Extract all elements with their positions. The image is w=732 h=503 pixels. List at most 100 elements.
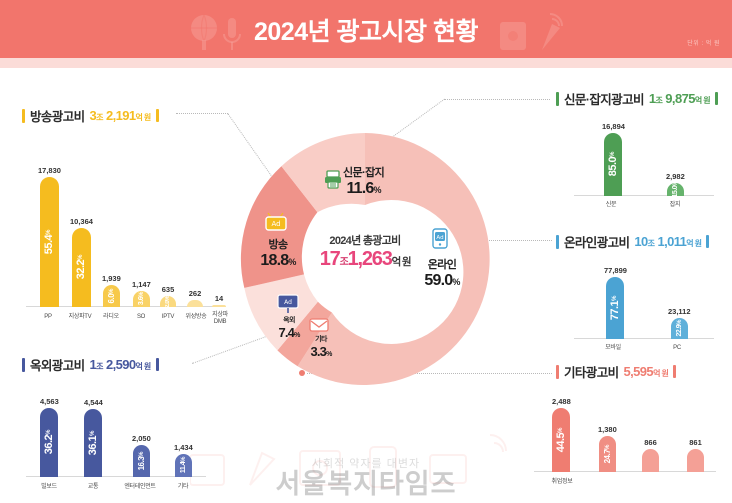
segment-percent: 18.8% xyxy=(260,252,296,269)
category-label: 잡지 xyxy=(669,202,681,209)
value-eok-number: 1,011 xyxy=(657,234,687,249)
donut-label-online: 온라인 59.0% xyxy=(414,256,470,290)
bar-rect: 16.3% xyxy=(132,445,150,477)
category-label: IPTV xyxy=(161,314,175,321)
value-eok-number: 2,590 xyxy=(105,357,136,372)
section-title-online: 온라인광고비 xyxy=(564,236,630,250)
bar-value-label: 2,488 xyxy=(552,397,571,406)
bar-rect: 3.6% xyxy=(132,291,150,307)
unit-note: 단위 : 억 원 xyxy=(687,41,720,47)
bar-percent-label: 2.0% xyxy=(165,295,171,308)
watermark-subtitle: 사회적 약자를 대변자 xyxy=(311,458,421,470)
section-value-etc: 5,595억 원 xyxy=(624,364,669,379)
category-label: 지상파TV xyxy=(68,314,92,321)
connector-line-broadcast xyxy=(176,113,228,114)
section-header-online: 온라인광고비 10조 1,011억 원 xyxy=(556,232,710,251)
value-jo-unit: 조 xyxy=(96,113,103,122)
category-label: 엔터테인먼트 xyxy=(124,484,156,491)
segment-name: 신문·잡지 xyxy=(343,167,385,179)
section-title-press: 신문·잡지광고비 xyxy=(564,93,644,107)
segment-name: 옥외 xyxy=(283,317,295,324)
section-end-tick xyxy=(155,358,159,371)
donut-center-caption: 2024년 총광고비 xyxy=(329,235,401,247)
printer-icon xyxy=(323,169,343,189)
donut-label-press: 신문·잡지 11.6% xyxy=(343,164,385,198)
bar-column: 23,112 22.9% xyxy=(668,307,691,339)
bar-rect: 85.0% xyxy=(604,133,623,196)
bar-percent-label: 36.2% xyxy=(43,430,56,455)
bar-column: 2,982 15.0% xyxy=(666,172,685,198)
svg-text:Ad: Ad xyxy=(271,220,280,228)
segment-name: 방송 xyxy=(268,239,288,251)
donut-segment-online xyxy=(297,133,490,385)
bar-rect: 44.5% xyxy=(552,408,571,472)
chart-etc: 2,488 44.5% 1,380 24.7% 866 861 취업정보 xyxy=(530,385,720,490)
donut-segment-etc xyxy=(277,301,332,367)
value-eok-unit: 억 원 xyxy=(686,239,702,248)
chart-broadcast: 17,830 55.4% 10,364 32.2% 1,939 6.0% 1,1… xyxy=(22,145,228,325)
bar-rect: 6.0% xyxy=(102,285,120,307)
donut-segment-press xyxy=(281,133,365,213)
category-label: 모바일 xyxy=(605,345,621,352)
bar-percent-label: 44.5% xyxy=(555,427,568,453)
bar-value-label: 10,364 xyxy=(70,217,93,226)
section-end-tick xyxy=(673,365,677,378)
segment-percent: 11.6% xyxy=(346,180,381,197)
category-label: 위성방송 xyxy=(185,314,207,321)
billboard-icon: Ad xyxy=(277,294,299,314)
category-label: 신문 xyxy=(605,202,617,209)
section-header-outdoor: 옥외광고비 1조 2,590억 원 xyxy=(22,355,159,374)
section-header-broadcast: 방송광고비 3조 2,191억 원 xyxy=(22,106,159,125)
watermark-title: 서울복지타임즈 xyxy=(275,469,457,499)
bar-value-label: 23,112 xyxy=(668,307,691,316)
bar-percent-label: 85.0% xyxy=(607,152,620,177)
section-value-online: 10조 1,011억 원 xyxy=(634,234,702,249)
bar-value-label: 1,939 xyxy=(102,274,121,283)
svg-text:Ad: Ad xyxy=(284,299,292,306)
bar-rect: 36.1% xyxy=(84,409,103,477)
section-title-etc: 기타광고비 xyxy=(564,366,619,380)
donut-center-text: 2024년 총광고비 17조1,263억 원 xyxy=(299,232,431,271)
background-icons-decoration xyxy=(189,425,540,503)
category-label: 취업정보 xyxy=(551,479,573,486)
connector-line-press xyxy=(444,99,550,100)
value-eok-unit: 억 원 xyxy=(653,369,669,378)
value-jo-number: 10 xyxy=(634,234,648,249)
bar-percent-label: 15.0% xyxy=(671,181,679,198)
bar-column: 861 xyxy=(687,438,704,472)
bar-rect: 32.2% xyxy=(71,228,91,307)
value-eok-unit: 억 원 xyxy=(135,362,151,371)
mail-icon xyxy=(309,317,329,333)
header-banner xyxy=(0,0,732,58)
tv-satellite-decoration xyxy=(498,10,570,54)
chart-outdoor: 4,563 36.2% 4,544 36.1% 2,050 16.3% 1,43… xyxy=(22,385,212,495)
section-value-outdoor: 1조 2,590억 원 xyxy=(90,357,152,372)
category-label: 기타 xyxy=(177,484,189,491)
connector-line-etc xyxy=(307,373,552,374)
chart-axis xyxy=(534,471,716,472)
value-eok-unit: 억 원 xyxy=(135,113,151,122)
donut-chart: 2024년 총광고비 17조1,263억 원 신문·잡지 11.6% xyxy=(231,128,499,390)
bar-value-label: 77,899 xyxy=(604,266,627,275)
bar-value-label: 1,380 xyxy=(598,425,617,434)
donut-segment-outdoor xyxy=(244,274,318,351)
bar-percent-label: 3.6% xyxy=(137,292,145,306)
value-jo-number: 3 xyxy=(89,108,97,123)
bar-column: 4,544 36.1% xyxy=(84,398,103,477)
tv-icon: Ad xyxy=(264,212,288,232)
bar-column: 1,939 6.0% xyxy=(102,274,121,307)
section-end-tick xyxy=(715,92,718,105)
bar-rect: 55.4% xyxy=(39,177,59,307)
bar-column: 10,364 32.2% xyxy=(70,217,93,307)
section-title-broadcast: 방송광고비 xyxy=(30,110,85,124)
bar-rect: 24.7% xyxy=(598,436,616,472)
bar-percent-label: 22.9% xyxy=(675,320,683,337)
bar-column: 866 xyxy=(642,438,659,472)
bar-column: 2,488 44.5% xyxy=(552,397,571,472)
chart-axis xyxy=(26,476,206,477)
bar-value-label: 1,147 xyxy=(132,280,151,289)
section-accent-bar xyxy=(556,364,559,379)
bar-column: 2,050 16.3% xyxy=(132,434,151,477)
value-eok-number: 2,191 xyxy=(105,108,136,123)
